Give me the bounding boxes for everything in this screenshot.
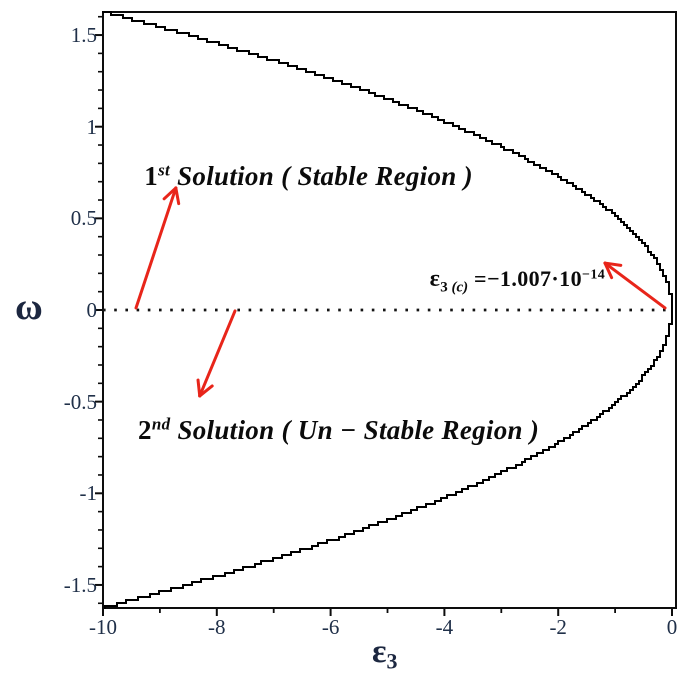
stability-boundary-curve (102, 10, 674, 609)
second-solution-arrow-barb (198, 384, 214, 398)
annotation-critical-epsilon: ε3 (c) =−1.007·10−14 (406, 240, 605, 318)
y-tick-label: 1.5 (70, 23, 97, 48)
x-tick-label: -6 (321, 615, 340, 639)
second-solution-arrow-shaft (198, 309, 237, 398)
annotation-critical-subscript-number: 3 (440, 279, 448, 296)
x-axis-title-subscript: 3 (386, 648, 398, 674)
y-tick-label: -0.5 (63, 389, 97, 414)
annotation-first-text: Solution ( Stable Region ) (170, 160, 473, 191)
annotation-second-ordinal: nd (151, 414, 171, 434)
annotation-first-number: 1 (144, 160, 159, 191)
annotation-second-solution: 2nd Solution ( Un − Stable Region ) (110, 385, 539, 475)
annotation-critical-epsilon-symbol: ε (429, 265, 441, 292)
x-tick-label: -2 (549, 615, 567, 639)
annotation-first-ordinal: st (158, 160, 171, 180)
x-tick-label: -10 (89, 615, 117, 639)
first-solution-arrow-shaft (134, 186, 178, 310)
x-tick-label: -4 (435, 615, 454, 639)
y-tick-label: 0 (86, 298, 98, 322)
x-tick-label: -8 (208, 615, 226, 639)
annotation-second-number: 2 (138, 414, 152, 445)
y-tick-label: -1.5 (63, 572, 97, 597)
annotation-critical-value-text: =−1.007·10 (468, 265, 582, 291)
y-tick-label: 0.5 (70, 206, 97, 231)
annotation-critical-exponent: −14 (581, 267, 606, 283)
first-solution-arrow-barb (174, 186, 181, 206)
y-tick-label: 1 (86, 114, 98, 139)
second-solution-arrow-barb (196, 378, 202, 398)
annotation-critical-subscript-c: (c) (447, 279, 469, 296)
critical-value-arrow-barb (603, 261, 623, 267)
annotation-first-solution: 1st Solution ( Stable Region ) (116, 131, 473, 221)
critical-value-arrow-shaft (603, 261, 667, 310)
critical-value-arrow-barb (603, 261, 614, 280)
x-axis-title-symbol: ε (372, 633, 387, 670)
x-axis-title: ε3 (372, 633, 398, 674)
y-tick-label: -1 (79, 481, 98, 506)
y-axis-title: ω (15, 286, 43, 328)
x-tick-label: 0 (666, 615, 678, 639)
first-solution-arrow-barb (162, 186, 178, 201)
annotation-second-text: Solution ( Un − Stable Region ) (170, 414, 540, 445)
